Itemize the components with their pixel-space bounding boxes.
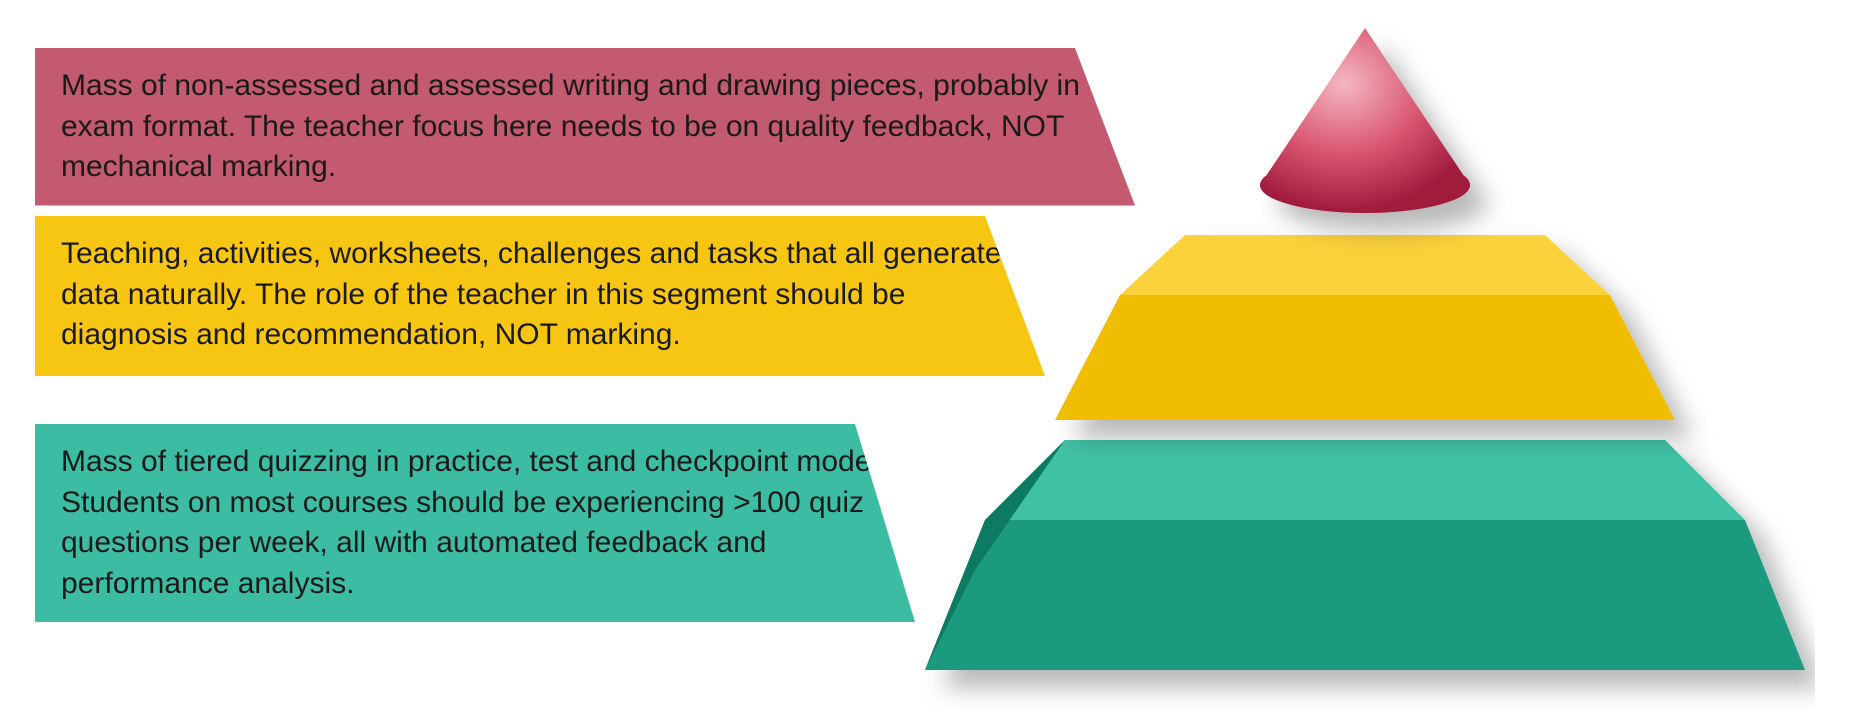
pyramid-bottom-icon	[925, 440, 1805, 670]
level-bottom-box: Mass of tiered quizzing in practice, tes…	[35, 424, 915, 622]
infographic-canvas: Mass of non-assessed and assessed writin…	[0, 0, 1875, 715]
pyramid	[915, 10, 1815, 710]
level-middle-text: Teaching, activities, worksheets, challe…	[61, 237, 1002, 351]
pyramid-svg	[915, 10, 1815, 710]
level-bottom-text: Mass of tiered quizzing in practice, tes…	[61, 445, 880, 600]
level-bottom-shadow	[35, 622, 915, 630]
level-middle-shadow	[35, 376, 1045, 384]
pyramid-middle-icon	[1055, 235, 1675, 420]
pyramid-top-icon	[1260, 28, 1470, 213]
level-middle-box: Teaching, activities, worksheets, challe…	[35, 216, 1045, 376]
